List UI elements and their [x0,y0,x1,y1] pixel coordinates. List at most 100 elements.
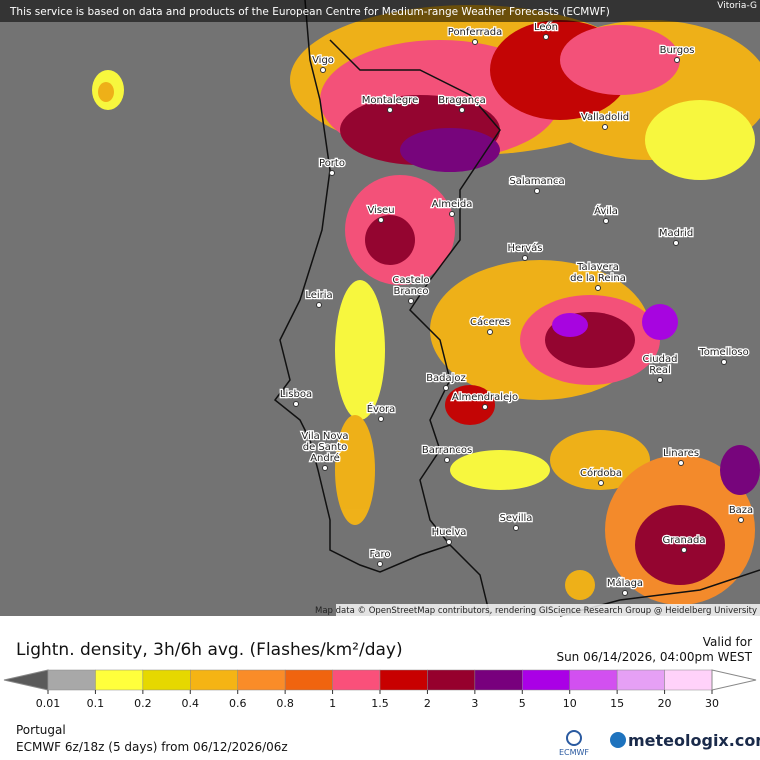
colorbar-segment [237,669,286,691]
city-marker [329,170,335,176]
city-marker [378,416,384,422]
city-marker [316,302,322,308]
city-label: Cáceres [470,316,510,328]
colorbar-segment [142,669,191,691]
tick-label: 0.4 [182,697,200,710]
city-label: Madrid [659,228,693,239]
city-marker [543,34,549,40]
city-label: Badajoz [426,373,466,384]
colorbar: 0.01 0.1 0.2 0.4 0.6 0.8 1 1.5 2 3 5 10 15 20 30 [3,669,757,710]
city-label: Burgos [660,45,695,56]
city-label: Talavera [576,262,619,273]
city-label: Valladolid [581,112,629,123]
city-label: Sevilla [500,513,533,524]
tick-label: 10 [563,697,577,710]
city-marker [673,240,679,246]
city-label: Bragança [438,95,486,106]
tick-label: 0.6 [229,697,247,710]
city-marker [482,404,488,410]
city-marker [603,218,609,224]
tick-label: 1 [329,697,336,710]
city-marker [449,211,455,217]
tick-label: 0.01 [36,697,61,710]
colorbar-segment [664,669,713,691]
colorbar-segment [95,669,144,691]
cities: Ponferrada León Vigo Burgos Montalegre Bragan… [279,20,754,596]
map: Ponferrada León Vigo Burgos Montalegre Bragan… [0,0,760,617]
colorbar-segment [569,669,618,691]
city-marker [322,465,328,471]
city-label: Vigo [312,55,334,66]
city-marker [595,285,601,291]
city-label: Huelva [432,527,467,538]
city-label: Faro [370,549,391,560]
city-label: Almeida [432,199,473,210]
city-marker [487,329,493,335]
colorbar-segment [190,669,238,691]
legend: Lightn. density, 3h/6h avg. (Flashes/km²… [3,635,760,757]
city-label: Évora [367,402,396,415]
city-label: León [534,21,558,33]
city-marker [513,525,519,531]
city-label: Vila Nova [301,431,348,442]
city-marker [446,539,452,545]
city-marker [681,547,687,553]
city-marker [444,457,450,463]
city-label: Córdoba [580,467,622,479]
city-label: de la Reina [570,273,626,284]
city-label: André [310,452,340,464]
region: Portugal [16,723,66,737]
valid-time: Sun 06/14/2026, 04:00pm WEST [556,650,752,664]
city-marker [443,385,449,391]
city-label: Barrancos [422,445,472,456]
city-marker [378,217,384,223]
attribution-bg [336,604,760,616]
city-marker [459,107,465,113]
city-label: Salamanca [509,176,564,187]
city-label: Almendralejo [452,392,518,403]
model: ECMWF 6z/18z (5 days) from 06/12/2026/06… [16,740,288,754]
city-label: Branco [393,286,428,297]
colorbar-segment [284,669,333,691]
valid-label: Valid for [703,635,752,649]
city-marker [598,480,604,486]
notice: This service is based on data and produc… [9,6,610,18]
city-marker [622,590,628,596]
city-marker [377,561,383,567]
legend-title: Lightn. density, 3h/6h avg. (Flashes/km²… [16,640,403,660]
colorbar-segment [332,669,381,691]
city-label: Viseu [367,205,394,216]
city-label: Linares [663,448,699,459]
colorbar-segment [427,669,476,691]
tick-label: 20 [658,697,672,710]
city-label: Porto [319,158,345,169]
city-marker [534,188,540,194]
logo-icon [610,732,626,748]
city-label: Tomelloso [698,347,748,358]
tick-label: 15 [610,697,624,710]
tick-label: 0.8 [276,697,294,710]
ecmwf-logo[interactable]: ECMWF [559,748,589,757]
city-label: Montalegre [362,95,418,106]
tick-label: 0.1 [87,697,105,710]
tick-label: 5 [519,697,526,710]
city-marker [320,67,326,73]
city-label: Málaga [607,577,643,589]
city-label: Ponferrada [448,27,502,38]
city-marker [293,401,299,407]
city-label: Baza [729,505,753,516]
border [329,39,501,546]
city-marker [657,377,663,383]
city-marker [387,107,393,113]
coastline [273,0,491,617]
colorbar-segment [474,669,523,691]
city-marker [678,460,684,466]
notice-bar [0,0,760,22]
city-marker [472,39,478,45]
meteologix-logo[interactable]: meteologix.com [628,731,760,750]
city-label: Leiria [305,290,332,301]
attribution: Map data © OpenStreetMap contributors, r… [315,606,757,616]
tick-label: 3 [471,697,478,710]
colorbar-segment [47,669,96,691]
